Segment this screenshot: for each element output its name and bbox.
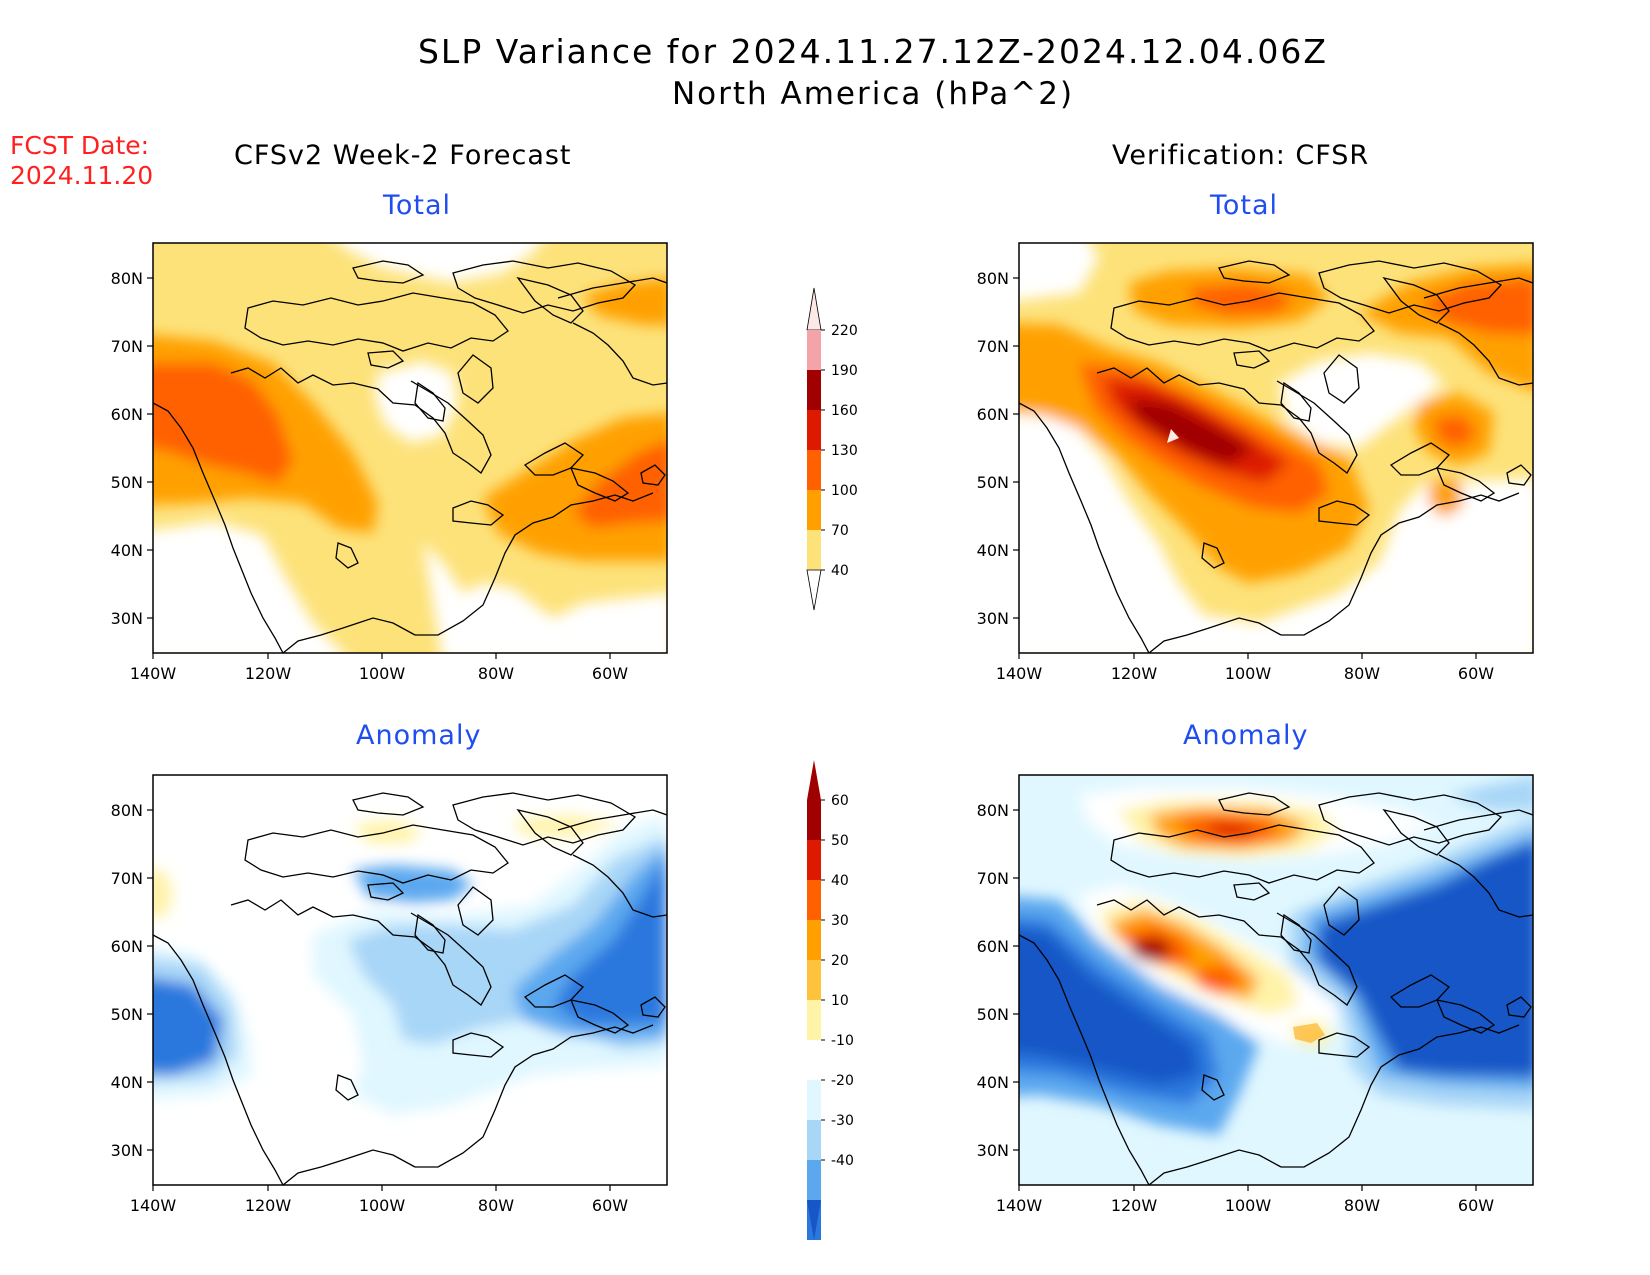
colorbar-label: 190	[831, 363, 858, 379]
lon-label: 140W	[130, 1196, 177, 1215]
lon-label: 120W	[245, 664, 292, 683]
lon-label: 100W	[1225, 1196, 1272, 1215]
colorbar-swatch	[807, 880, 821, 920]
colorbar-label: -10	[831, 1033, 854, 1049]
main-subtitle: North America (hPa^2)	[671, 76, 1075, 112]
verification-anomaly-title: Anomaly	[1183, 720, 1309, 751]
total-colorbar: 220 190 160 130 100 70 40	[806, 287, 858, 611]
lon-label: 80W	[1344, 664, 1380, 683]
colorbar-label: -20	[831, 1073, 854, 1089]
colorbar-label: 40	[831, 873, 849, 889]
colorbar-label: 160	[831, 403, 858, 419]
colorbar-label: 50	[831, 833, 849, 849]
forecast-anomaly-title: Anomaly	[356, 720, 482, 751]
lon-label: 100W	[1225, 664, 1272, 683]
lon-label: 60W	[592, 664, 628, 683]
forecast-total-map	[152, 242, 668, 654]
colorbar-label: 20	[831, 953, 849, 969]
forecast-column-title: CFSv2 Week-2 Forecast	[234, 140, 572, 171]
lon-label: 80W	[478, 664, 514, 683]
colorbar-swatch	[807, 920, 821, 960]
colorbar-swatch	[807, 800, 821, 840]
colorbar-swatch	[807, 490, 821, 530]
colorbar-swatch	[807, 840, 821, 880]
colorbar-label: 130	[831, 443, 858, 459]
axes-layer: 80N 70N 60N 50N 40N 30N 140W 120W 100W 80W 60W 80N 7…	[111, 269, 1495, 1215]
lat-label: 40N	[111, 1073, 143, 1092]
colorbar-label: 220	[831, 323, 858, 339]
colorbar-swatch	[807, 530, 821, 570]
colorbar-bottom-cap	[807, 1200, 821, 1240]
colorbar-label: 30	[831, 913, 849, 929]
lon-label: 140W	[996, 664, 1043, 683]
lon-label: 120W	[245, 1196, 292, 1215]
lon-label: 60W	[592, 1196, 628, 1215]
lat-label: 50N	[111, 473, 143, 492]
lat-label: 60N	[977, 937, 1009, 956]
colorbar-swatch	[807, 1120, 821, 1160]
lat-label: 80N	[977, 269, 1009, 288]
colorbar-swatch	[807, 370, 821, 410]
lat-label: 70N	[977, 337, 1009, 356]
lat-label: 80N	[977, 801, 1009, 820]
forecast-total-title: Total	[383, 190, 452, 221]
lon-label: 100W	[359, 1196, 406, 1215]
lat-label: 50N	[977, 1005, 1009, 1024]
colorbar-swatch	[807, 1160, 821, 1200]
lon-label: 80W	[478, 1196, 514, 1215]
colorbar-label: -30	[831, 1113, 854, 1129]
forecast-anomaly-map	[152, 774, 668, 1186]
lat-label: 50N	[977, 473, 1009, 492]
fcst-date-label: FCST Date:	[10, 131, 150, 160]
lat-label: 50N	[111, 1005, 143, 1024]
colorbar-swatch	[807, 330, 821, 370]
colorbar-swatch	[807, 410, 821, 450]
colorbar-label: 10	[831, 993, 849, 1009]
lon-label: 140W	[996, 1196, 1043, 1215]
lat-label: 30N	[111, 1141, 143, 1160]
colorbar-swatch	[807, 1000, 821, 1040]
verification-column-title: Verification: CFSR	[1112, 140, 1370, 171]
verification-total-map	[1018, 242, 1534, 654]
colorbar-swatch	[807, 960, 821, 1000]
colorbar-swatch	[807, 1080, 821, 1120]
lon-label: 100W	[359, 664, 406, 683]
colorbar-label: 70	[831, 523, 849, 539]
colorbar-label: 100	[831, 483, 858, 499]
colorbar-swatch	[807, 1040, 821, 1080]
lat-label: 80N	[111, 801, 143, 820]
lat-label: 60N	[111, 405, 143, 424]
verification-anomaly-map	[1018, 774, 1534, 1186]
colorbar-label: 40	[831, 563, 849, 579]
main-title: SLP Variance for 2024.11.27.12Z-2024.12.…	[417, 32, 1329, 71]
colorbar-top-cap	[806, 287, 822, 331]
verification-total-title: Total	[1210, 190, 1279, 221]
lon-label: 140W	[130, 664, 177, 683]
lat-label: 70N	[111, 869, 143, 888]
lat-label: 60N	[977, 405, 1009, 424]
lon-label: 60W	[1458, 664, 1494, 683]
colorbar-label: 60	[831, 793, 849, 809]
lon-label: 120W	[1111, 664, 1158, 683]
fcst-date-value: 2024.11.20	[10, 161, 154, 190]
lon-label: 120W	[1111, 1196, 1158, 1215]
colorbar-top-cap	[807, 760, 821, 800]
lat-label: 30N	[111, 609, 143, 628]
lat-label: 40N	[977, 1073, 1009, 1092]
lat-label: 70N	[111, 337, 143, 356]
colorbar-bottom-cap	[806, 569, 822, 611]
lat-label: 70N	[977, 869, 1009, 888]
lat-label: 60N	[111, 937, 143, 956]
lat-label: 80N	[111, 269, 143, 288]
lat-label: 30N	[977, 609, 1009, 628]
lon-label: 80W	[1344, 1196, 1380, 1215]
colorbar-swatch	[807, 450, 821, 490]
anomaly-colorbar: 60 50 40 30 20 10 -10 -20 -30 -40	[807, 760, 854, 1240]
lat-label: 30N	[977, 1141, 1009, 1160]
lat-label: 40N	[977, 541, 1009, 560]
lat-label: 40N	[111, 541, 143, 560]
lon-label: 60W	[1458, 1196, 1494, 1215]
colorbar-label: -40	[831, 1153, 854, 1169]
